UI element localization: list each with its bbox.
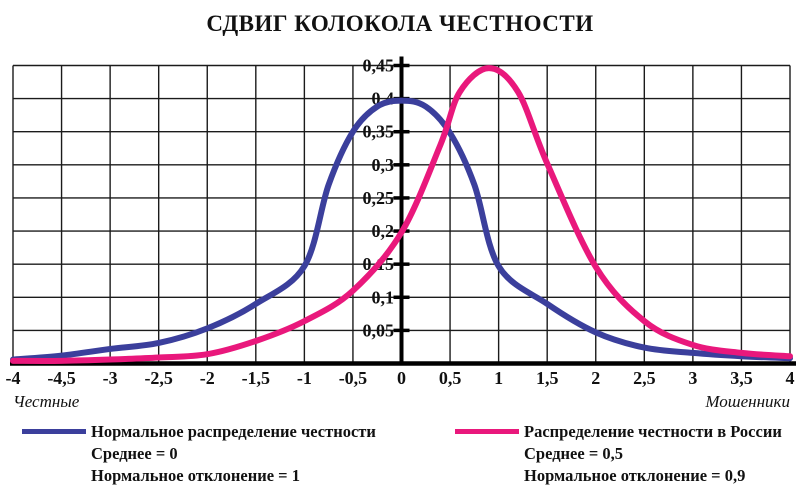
y-tick-label: 0,05 bbox=[363, 320, 395, 340]
legend-normal-stddev: Нормальное отклонение = 1 bbox=[91, 466, 300, 485]
x-tick-label: -3 bbox=[103, 368, 118, 388]
x-tick-label: 1 bbox=[494, 368, 503, 388]
y-tick-label: 0,45 bbox=[363, 56, 395, 76]
y-tick-label: 0,2 bbox=[372, 221, 395, 241]
legend-russia-mean: Среднее = 0,5 bbox=[524, 444, 623, 463]
y-tick-label: 0,1 bbox=[372, 287, 395, 307]
y-tick-label: 0,3 bbox=[372, 155, 395, 175]
legend-swatch-russia-line bbox=[455, 429, 519, 434]
x-tick-label: 3 bbox=[688, 368, 697, 388]
x-tick-label: -1,5 bbox=[242, 368, 271, 388]
x-tick-label: -4,5 bbox=[47, 368, 76, 388]
legend-item-normal: Нормальное распределение честности Средн… bbox=[22, 421, 376, 487]
x-tick-label: -1 bbox=[297, 368, 312, 388]
y-tick-label: 0,25 bbox=[363, 188, 395, 208]
legend-swatch-normal-line bbox=[22, 429, 86, 434]
legend-normal-mean: Среднее = 0 bbox=[91, 444, 178, 463]
x-axis-caption-left: Честные bbox=[13, 392, 80, 411]
chart-title: СДВИГ КОЛОКОЛА ЧЕСТНОСТИ bbox=[206, 11, 594, 36]
x-axis-caption-right: Мошенники bbox=[704, 392, 790, 411]
x-tick-label: 0,5 bbox=[439, 368, 462, 388]
x-tick-label: 2 bbox=[591, 368, 600, 388]
x-tick-label: -2 bbox=[200, 368, 215, 388]
x-tick-label: 4 bbox=[786, 368, 795, 388]
curve-normal-distribution bbox=[10, 97, 793, 363]
x-tick-label: 1,5 bbox=[536, 368, 559, 388]
legend-normal-name: Нормальное распределение честности bbox=[91, 422, 376, 441]
y-tick-label: 0,35 bbox=[363, 122, 395, 142]
legend-russia-stddev: Нормальное отклонение = 0,9 bbox=[524, 466, 746, 485]
x-tick-label: 0 bbox=[397, 368, 406, 388]
legend-russia-name: Распределение честности в России bbox=[524, 422, 782, 441]
legend-item-russia: Распределение честности в России Среднее… bbox=[455, 421, 782, 487]
x-tick-label: 3,5 bbox=[730, 368, 753, 388]
curve-russia-distribution bbox=[10, 65, 793, 364]
x-tick-label: 2,5 bbox=[633, 368, 656, 388]
x-tick-label: -4 bbox=[6, 368, 21, 388]
x-tick-label: -0,5 bbox=[339, 368, 368, 388]
x-tick-label: -2,5 bbox=[144, 368, 173, 388]
